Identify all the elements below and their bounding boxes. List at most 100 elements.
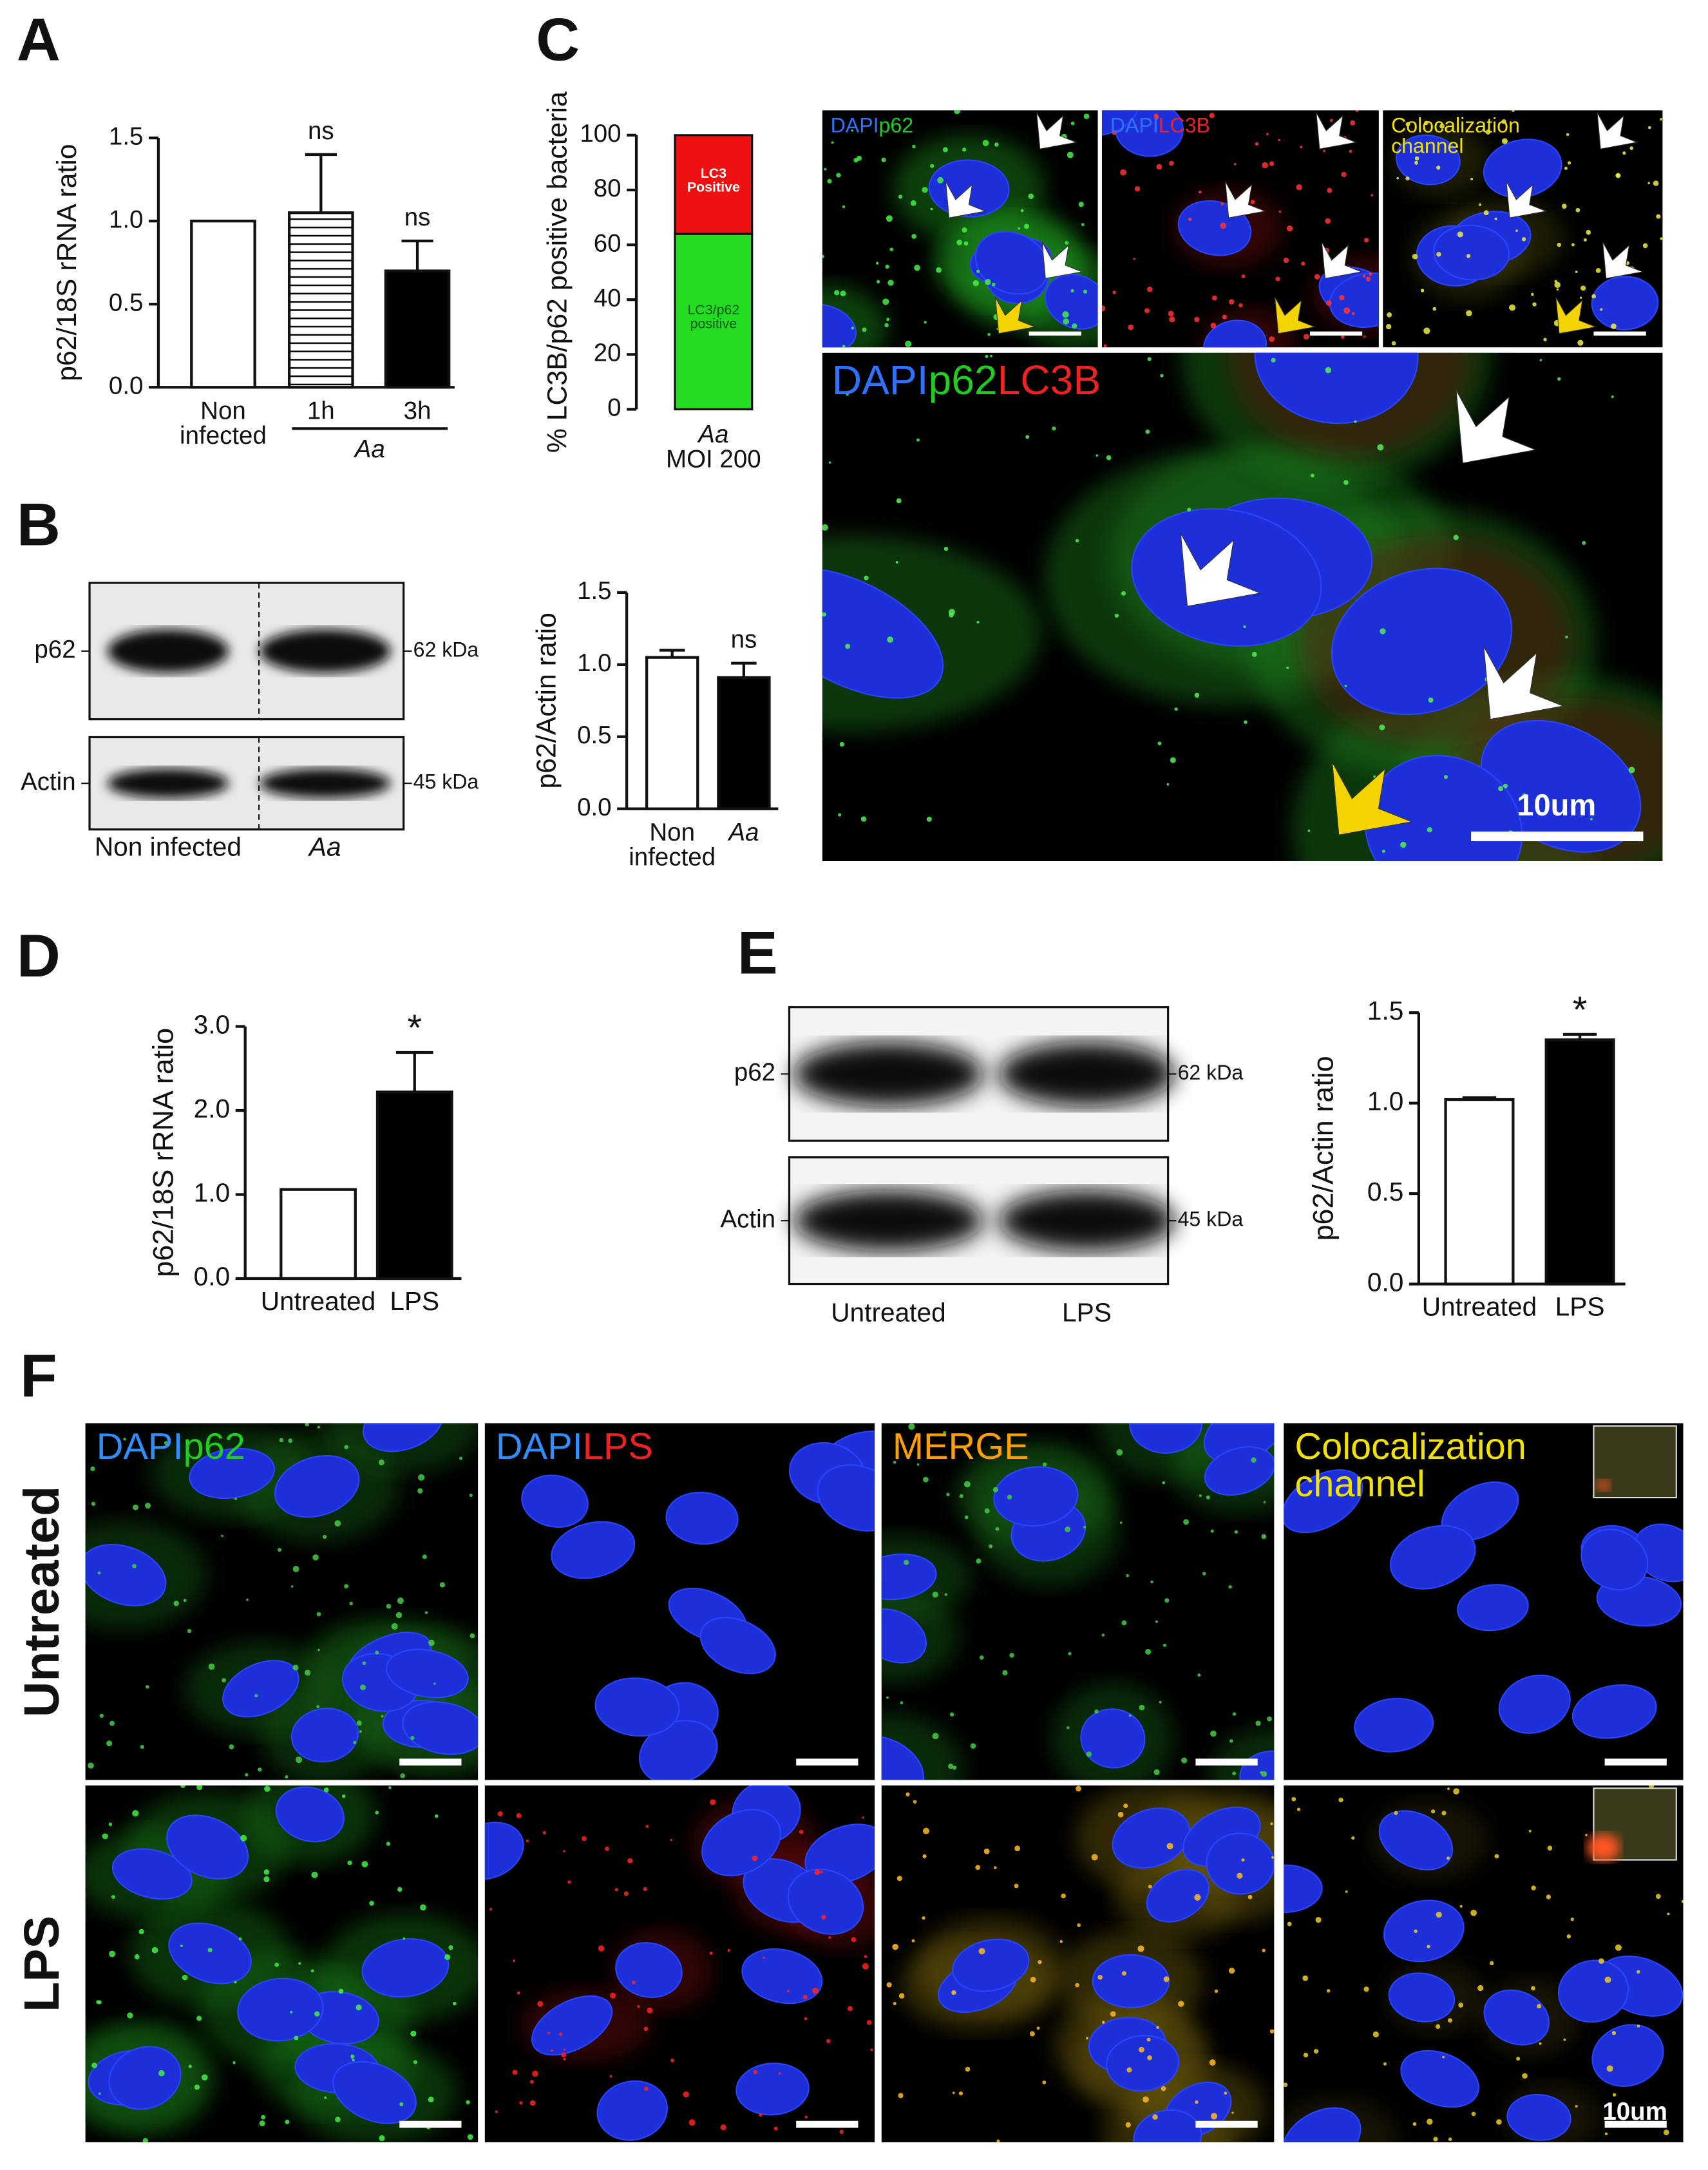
speckle	[470, 1633, 475, 1639]
bar	[190, 220, 256, 389]
speckle	[285, 1775, 289, 1779]
speckle	[375, 1650, 379, 1655]
speckle	[1255, 142, 1259, 146]
channel-label: DAPIp62	[831, 116, 1092, 137]
nucleus	[1112, 1807, 1191, 1869]
y-axis-title: p62/Actin ratio	[531, 613, 562, 788]
speckle	[727, 1948, 731, 1952]
speckle	[1194, 1894, 1201, 1901]
speckle	[1414, 160, 1419, 165]
y-tick-label: 0.0	[577, 794, 612, 821]
blot-row-label: p62	[34, 636, 75, 663]
speckle	[1458, 2003, 1464, 2008]
speckle	[892, 1943, 898, 1950]
speckle	[1101, 1633, 1105, 1637]
speckle	[296, 1756, 303, 1764]
speckle	[1313, 2049, 1319, 2054]
speckle	[962, 227, 967, 233]
speckle	[847, 2006, 853, 2012]
speckle	[1412, 253, 1418, 260]
nucleus	[1389, 1525, 1476, 1590]
speckle	[1065, 240, 1069, 245]
speckle	[1427, 827, 1432, 833]
y-tick-label: 1.5	[577, 577, 612, 605]
speckle	[922, 1916, 925, 1920]
speckle	[1202, 1572, 1206, 1575]
speckle	[824, 167, 827, 171]
speckle	[1097, 1974, 1103, 1980]
speckle	[1210, 323, 1217, 328]
lane-label-box: LPS	[1062, 1300, 1112, 1327]
speckle	[1537, 2004, 1542, 2009]
x-tick-label-box: Aa	[728, 820, 759, 844]
speckle	[1351, 1836, 1355, 1840]
speckle	[831, 141, 834, 144]
speckle	[1296, 1807, 1301, 1811]
colocalization-inset	[1593, 1787, 1677, 1861]
speckle	[288, 1438, 293, 1443]
speckle	[279, 1438, 284, 1443]
speckle	[1494, 217, 1497, 220]
speckle	[1391, 341, 1396, 346]
speckle	[840, 290, 846, 297]
speckle	[828, 1936, 831, 1939]
speckle	[1344, 685, 1347, 687]
speckle	[422, 1554, 427, 1559]
speckle	[1307, 829, 1311, 832]
speckle	[926, 816, 932, 822]
speckle	[1123, 1804, 1128, 1809]
speckle	[294, 2035, 299, 2041]
speckle	[1595, 268, 1601, 273]
arrowhead	[1597, 112, 1638, 149]
arrowhead	[1602, 242, 1644, 279]
speckle	[245, 1773, 249, 1777]
speckle	[820, 1870, 823, 1874]
speckle	[838, 813, 842, 817]
speckle	[821, 1914, 826, 1920]
speckle	[670, 1838, 672, 1842]
speckle	[1351, 312, 1355, 316]
speckle	[1255, 1720, 1261, 1726]
speckle	[1284, 2082, 1288, 2088]
speckle	[352, 2059, 355, 2062]
speckle	[551, 2049, 553, 2052]
speckle	[944, 546, 949, 551]
speckle	[799, 1829, 804, 1834]
speckle	[316, 1612, 321, 1617]
speckle	[1116, 1449, 1123, 1456]
speckle	[851, 1937, 857, 1943]
speckle	[882, 298, 889, 305]
speckle	[158, 2070, 165, 2077]
bar	[645, 656, 699, 810]
speckle	[988, 1544, 993, 1548]
speckle	[1220, 222, 1227, 229]
arrowhead	[1332, 762, 1413, 835]
speckle	[1199, 1494, 1202, 1498]
speckle	[1156, 164, 1162, 170]
nucleus	[822, 303, 857, 348]
speckle	[277, 1548, 281, 1552]
speckle	[1164, 1598, 1170, 1603]
channel-label-box: DAPILPS	[496, 1429, 653, 1465]
speckle	[1443, 775, 1448, 779]
speckle	[709, 1951, 713, 1956]
speckle	[180, 1785, 185, 1788]
speckle	[246, 1598, 249, 1601]
speckle	[424, 1611, 428, 1614]
speckle	[1262, 1948, 1266, 1952]
scale-label: 10um	[1517, 788, 1596, 822]
speckle	[976, 1558, 982, 1564]
speckle	[519, 2101, 523, 2105]
speckle	[90, 1466, 95, 1472]
speckle	[232, 2061, 236, 2064]
speckle	[196, 2015, 202, 2021]
label-part: LC3B	[997, 361, 1101, 404]
nucleus	[787, 1869, 864, 1935]
speckle	[1270, 1822, 1273, 1825]
x-tick-label: 1h	[307, 398, 335, 424]
speckle	[1162, 1643, 1166, 1647]
nucleus	[290, 1708, 359, 1763]
speckle	[428, 2097, 434, 2103]
speckle	[906, 1792, 910, 1797]
x-tick-label: Untreated	[1421, 1295, 1537, 1323]
